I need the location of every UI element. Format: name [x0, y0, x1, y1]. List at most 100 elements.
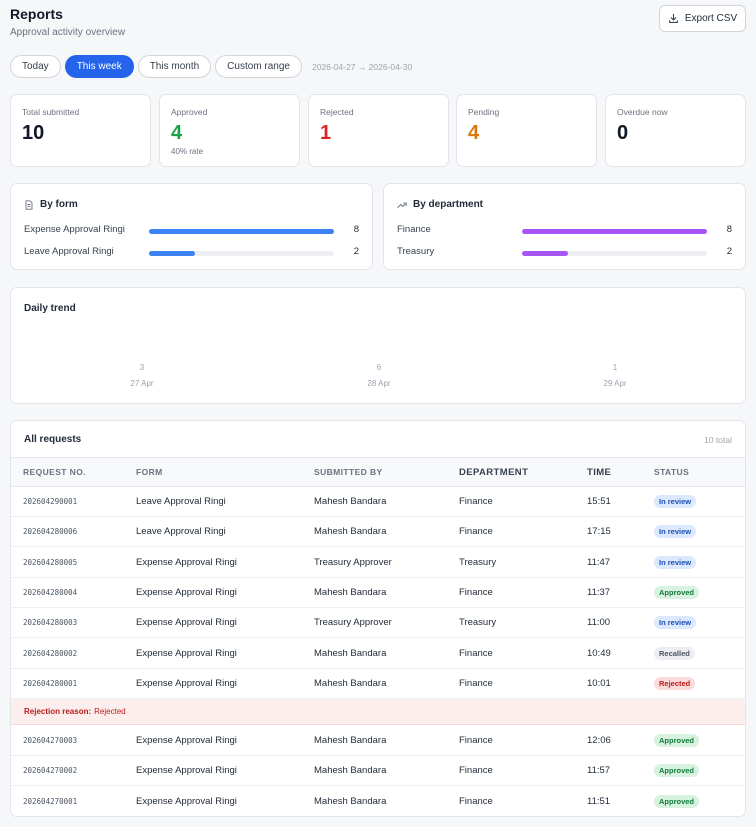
- submitted-by: Mahesh Bandara: [314, 765, 387, 777]
- export-csv-button[interactable]: Export CSV: [659, 5, 746, 32]
- by-form-row-count: 2: [353, 246, 359, 257]
- department: Finance: [459, 647, 493, 659]
- status-badge: Approved: [654, 794, 700, 808]
- department: Finance: [459, 586, 493, 598]
- all-requests-count: 10 total: [704, 435, 732, 445]
- table-row[interactable]: 202604290001 Leave Approval Ringi Mahesh B…: [11, 487, 745, 517]
- table-row[interactable]: 202604280003 Expense Approval Ringi Treasu…: [11, 608, 745, 639]
- trending-up-icon: [397, 202, 407, 208]
- status-badge: In review: [654, 616, 697, 630]
- table-row[interactable]: 202604280001 Expense Approval Ringi Mahesh…: [11, 669, 745, 699]
- submitted-time: 15:51: [587, 496, 611, 507]
- request-number: 202604280004: [23, 587, 78, 597]
- by-form-row: Leave Approval Ringi 2: [24, 246, 359, 260]
- submitted-time: 12:06: [587, 735, 611, 747]
- table-row[interactable]: 202604280005 Expense Approval Ringi Treasu…: [11, 548, 745, 578]
- table-row[interactable]: 202604270003 Expense Approval Ringi Mahesh…: [11, 726, 745, 757]
- table-row[interactable]: 202604280006 Leave Approval Ringi Mahesh B…: [11, 517, 745, 548]
- request-number: 202604270002: [23, 766, 78, 776]
- table-row[interactable]: 202604270001 Expense Approval Ringi Mahesh…: [11, 787, 745, 816]
- by-department-row-count: 2: [726, 246, 732, 257]
- table-row[interactable]: 202604270002 Expense Approval Ringi Mahesh…: [11, 756, 745, 787]
- trend-day-count: 3: [139, 363, 145, 372]
- form-name: Expense Approval Ringi: [136, 795, 237, 807]
- by-form-row-name: Leave Approval Ringi: [24, 246, 114, 257]
- by-department-row: Treasury 2: [397, 246, 732, 260]
- table-header: REQUEST NO. FORM SUBMITTED BY DEPARTMENT…: [11, 457, 745, 487]
- department: Treasury: [459, 617, 497, 629]
- submitted-by: Treasury Approver: [314, 556, 392, 568]
- column-header-status: STATUS: [654, 467, 690, 477]
- form-name: Leave Approval Ringi: [136, 526, 226, 538]
- stat-label: Pending: [468, 107, 500, 117]
- by-form-row: Expense Approval Ringi 8: [24, 224, 359, 238]
- column-header-form: FORM: [136, 467, 163, 477]
- status-badge: Rejected: [654, 676, 696, 690]
- department: Treasury: [459, 556, 497, 568]
- request-number: 202604270003: [23, 736, 78, 746]
- department: Finance: [459, 765, 493, 777]
- rejection-reason-text: Rejected: [94, 707, 126, 717]
- filter-this-month-chip[interactable]: This month: [137, 55, 212, 78]
- request-number: 202604280006: [23, 527, 78, 537]
- stat-card-overdue-now: Overdue now 0: [605, 94, 746, 167]
- request-number: 202604290001: [23, 497, 78, 506]
- submitted-time: 11:00: [587, 617, 611, 629]
- document-icon: [25, 199, 33, 210]
- submitted-time: 11:57: [587, 765, 611, 777]
- submitted-by: Mahesh Bandara: [314, 526, 387, 538]
- stat-value: 4: [171, 122, 183, 144]
- request-number: 202604280003: [23, 618, 78, 628]
- form-name: Expense Approval Ringi: [136, 765, 237, 777]
- trend-day-count: 6: [376, 363, 382, 372]
- by-department-bar-track: [522, 251, 707, 256]
- request-number: 202604280005: [23, 557, 78, 567]
- trend-day-count: 1: [612, 363, 618, 372]
- status-badge: Recalled: [654, 646, 695, 660]
- form-name: Expense Approval Ringi: [136, 556, 237, 568]
- table-row[interactable]: 202604280004 Expense Approval Ringi Mahesh…: [11, 578, 745, 608]
- stat-approval-rate: 40% rate: [171, 147, 204, 156]
- filter-this-week-chip[interactable]: This week: [64, 55, 134, 78]
- by-form-row-name: Expense Approval Ringi: [24, 224, 125, 235]
- by-department-bar-fill: [522, 229, 707, 234]
- by-form-title: By form: [24, 199, 78, 210]
- status-badge: Approved: [654, 764, 700, 778]
- trend-day-column: 1 29 Apr: [585, 363, 645, 388]
- by-department-bar-fill: [522, 251, 569, 256]
- department: Finance: [459, 795, 493, 807]
- by-form-row-count: 8: [353, 224, 359, 235]
- trend-day-column: 3 27 Apr: [112, 363, 172, 388]
- by-form-bar-track: [149, 229, 334, 234]
- stat-card-approved: Approved 4 40% rate: [159, 94, 300, 167]
- stat-value: 10: [22, 122, 45, 144]
- status-badge: In review: [654, 555, 697, 569]
- by-department-row-name: Treasury: [397, 246, 435, 257]
- period-filter-bar: Today This week This month Custom range …: [10, 55, 412, 78]
- status-badge: In review: [654, 525, 697, 539]
- download-icon: [668, 13, 678, 23]
- stat-value: 1: [320, 122, 332, 144]
- rejection-reason-label: Rejection reason:: [24, 707, 92, 717]
- stat-label: Total submitted: [22, 107, 80, 117]
- stat-label: Approved: [171, 107, 208, 117]
- status-badge: Approved: [654, 585, 700, 599]
- by-department-row: Finance 8: [397, 224, 732, 238]
- trend-day-date: 28 Apr: [367, 379, 391, 388]
- submitted-time: 11:51: [587, 795, 611, 807]
- form-name: Leave Approval Ringi: [136, 496, 226, 507]
- trend-day-column: 6 28 Apr: [349, 363, 409, 388]
- table-row[interactable]: 202604280002 Expense Approval Ringi Mahesh…: [11, 639, 745, 669]
- filter-custom-range-chip[interactable]: Custom range: [215, 55, 302, 78]
- submitted-by: Mahesh Bandara: [314, 795, 387, 807]
- submitted-by: Mahesh Bandara: [314, 496, 387, 507]
- filter-today-chip[interactable]: Today: [10, 55, 61, 78]
- by-form-bar-fill: [149, 251, 196, 256]
- by-department-row-count: 8: [726, 224, 732, 235]
- export-csv-label: Export CSV: [684, 13, 738, 24]
- column-header-department: DEPARTMENT: [459, 467, 529, 478]
- column-header-time: TIME: [587, 467, 612, 478]
- department: Finance: [459, 496, 493, 507]
- stat-card-rejected: Rejected 1: [308, 94, 449, 167]
- date-range-text: 2026-04-27 → 2026-04-30: [311, 61, 413, 72]
